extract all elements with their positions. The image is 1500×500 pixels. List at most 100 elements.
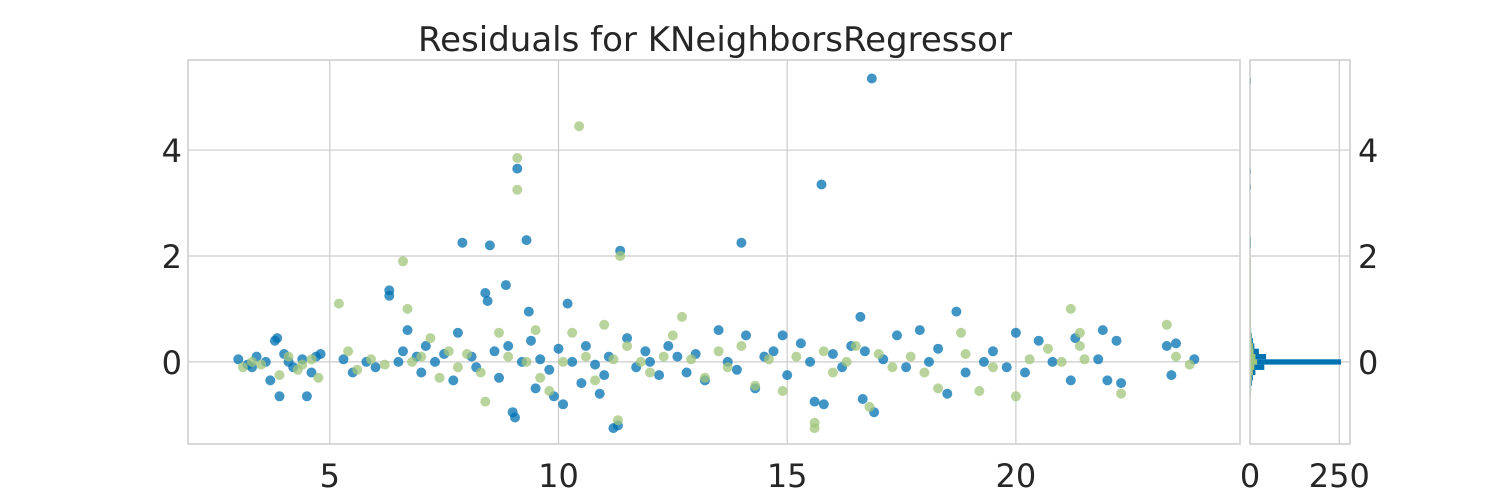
data-point [777, 386, 788, 396]
data-point [530, 325, 541, 336]
x-tick-label: 20 [996, 457, 1037, 495]
data-point [521, 356, 532, 367]
data-point [352, 364, 363, 375]
data-point [855, 311, 866, 322]
data-point [1166, 370, 1177, 381]
data-point [452, 362, 463, 373]
data-point [574, 121, 585, 132]
residual-histogram: 0 250 0 2 4 [1240, 59, 1378, 495]
data-point [686, 354, 697, 365]
data-point [933, 383, 944, 394]
data-point [663, 341, 674, 351]
data-point [1010, 327, 1021, 338]
data-point [608, 354, 619, 365]
data-point [933, 343, 944, 354]
data-point [599, 319, 610, 330]
data-point [974, 386, 985, 396]
data-point [818, 399, 829, 410]
y-tick-label: 0 [162, 344, 182, 382]
data-point [960, 367, 971, 378]
data-point [384, 290, 395, 301]
data-point [699, 372, 710, 383]
histogram-bar [1250, 343, 1253, 349]
data-point [887, 362, 898, 373]
data-point [402, 303, 413, 314]
x-tick-label: 15 [767, 457, 808, 495]
data-point [1116, 388, 1127, 399]
data-point [489, 346, 500, 357]
data-point [672, 351, 683, 362]
data-point [594, 388, 605, 399]
data-point [763, 354, 774, 365]
data-point [512, 163, 523, 174]
data-point [535, 354, 546, 365]
data-point [612, 415, 623, 426]
data-point [452, 327, 463, 338]
hist-y-tick-label: 4 [1358, 132, 1378, 170]
histogram-bar [1250, 354, 1267, 360]
x-tick-label: 5 [320, 457, 340, 495]
data-point [1074, 341, 1085, 351]
data-point [1020, 367, 1030, 378]
data-point [500, 280, 511, 291]
data-point [576, 378, 587, 389]
data-point [457, 237, 468, 248]
data-point [535, 372, 546, 383]
data-point [942, 388, 953, 399]
data-point [523, 306, 534, 317]
data-point [306, 354, 317, 365]
data-point [914, 325, 925, 336]
data-point [558, 399, 569, 410]
data-point [393, 356, 404, 367]
data-point [615, 251, 626, 261]
data-point [265, 375, 276, 386]
data-point [530, 383, 541, 394]
hist-train-bars [1250, 78, 1342, 397]
data-point [736, 237, 747, 248]
hist-y-tick-label: 2 [1358, 238, 1378, 276]
data-point [805, 356, 816, 367]
data-point [873, 349, 884, 359]
data-point [978, 356, 989, 367]
data-point [1161, 319, 1172, 330]
data-point [416, 351, 427, 362]
hist-x-tick-label: 0 [1240, 457, 1260, 495]
histogram-bar [1250, 375, 1252, 381]
data-point [988, 362, 998, 373]
data-point [622, 333, 633, 344]
data-point [272, 333, 283, 344]
data-point [1047, 356, 1058, 367]
data-point [484, 240, 495, 251]
data-point [1056, 356, 1067, 367]
data-point [924, 356, 934, 367]
data-point [398, 346, 408, 357]
data-point [247, 356, 257, 367]
data-point [1065, 375, 1076, 386]
series-1 [237, 121, 1195, 434]
data-point [1074, 327, 1085, 338]
data-point [590, 359, 601, 370]
data-point [654, 370, 665, 381]
data-point [1161, 341, 1172, 351]
data-point [677, 311, 687, 322]
data-point [960, 349, 971, 359]
data-point [850, 341, 861, 351]
data-point [370, 362, 381, 373]
data-point [562, 298, 573, 309]
data-point [1010, 391, 1021, 402]
histogram-bar [1250, 338, 1252, 344]
data-point [580, 341, 591, 351]
data-point [482, 296, 493, 306]
data-point [512, 153, 523, 163]
data-point [512, 184, 523, 195]
y-tick-label: 2 [162, 238, 182, 276]
y-tick-label: 4 [162, 132, 182, 170]
data-point [420, 341, 431, 351]
data-point [667, 330, 678, 341]
data-point [297, 359, 308, 370]
data-point [274, 370, 285, 381]
histogram-bar [1250, 348, 1259, 354]
data-point [1024, 354, 1035, 365]
data-point [622, 341, 633, 351]
